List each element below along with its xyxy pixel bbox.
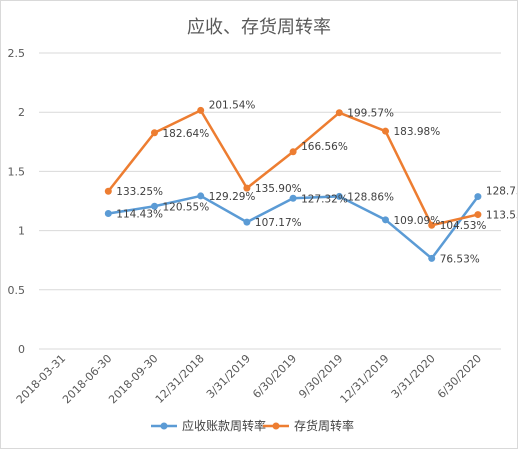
data-label: 114.43% bbox=[116, 209, 163, 221]
data-label: 128.86% bbox=[347, 191, 394, 203]
data-point bbox=[428, 254, 436, 262]
data-point bbox=[474, 193, 482, 201]
y-tick-label: 0.5 bbox=[8, 284, 26, 297]
data-label: 199.57% bbox=[347, 108, 394, 120]
x-tick-label: 6/30/2020 bbox=[435, 352, 484, 401]
gridlines bbox=[39, 52, 501, 350]
data-point bbox=[197, 106, 205, 114]
data-point bbox=[335, 109, 343, 117]
data-label: 107.17% bbox=[255, 217, 302, 229]
data-point bbox=[289, 148, 297, 156]
data-point bbox=[335, 192, 343, 200]
data-label: 183.98% bbox=[394, 126, 441, 138]
x-tick-label: 2018-09-30 bbox=[106, 352, 160, 406]
legend-marker bbox=[272, 422, 280, 430]
data-label: 201.54% bbox=[209, 99, 256, 111]
data-point bbox=[382, 216, 389, 224]
data-point bbox=[243, 184, 251, 192]
x-tick-label: 3/31/2020 bbox=[389, 352, 438, 401]
x-tick-label: 9/30/2019 bbox=[296, 352, 345, 401]
data-label: 127.32% bbox=[301, 193, 348, 205]
data-point bbox=[474, 211, 482, 219]
x-axis-ticks: 2018-03-312018-06-302018-09-3012/31/2018… bbox=[14, 352, 484, 406]
data-point bbox=[197, 192, 205, 200]
data-point bbox=[382, 127, 389, 135]
y-tick-label: 0 bbox=[18, 343, 25, 356]
data-label: 129.29% bbox=[209, 191, 256, 203]
data-label: 128.73% bbox=[486, 186, 517, 198]
data-point bbox=[151, 202, 158, 210]
data-point bbox=[428, 221, 436, 229]
y-axis-ticks: 0 0.5 1 1.5 2 2.5 bbox=[8, 47, 26, 356]
x-tick-label: 3/31/2019 bbox=[204, 352, 253, 401]
x-tick-label: 6/30/2019 bbox=[250, 352, 299, 401]
y-tick-label: 1 bbox=[18, 225, 25, 238]
y-tick-label: 2 bbox=[18, 106, 25, 119]
legend: 应收账款周转率 存货周转率 bbox=[151, 418, 354, 433]
chart-title: 应收、存货周转率 bbox=[187, 17, 331, 38]
legend-marker bbox=[160, 422, 168, 430]
data-label: 182.64% bbox=[163, 128, 210, 140]
data-label: 113.53% bbox=[486, 210, 517, 222]
data-point bbox=[151, 129, 158, 137]
y-tick-label: 2.5 bbox=[8, 47, 26, 60]
data-label: 104.53% bbox=[440, 220, 487, 232]
series-lines bbox=[104, 106, 482, 262]
x-tick-label: 12/31/2019 bbox=[338, 352, 392, 406]
y-tick-label: 1.5 bbox=[8, 165, 26, 178]
data-labels: 114.43%120.55%129.29% 107.17% 127.32% 128.8… bbox=[116, 99, 517, 265]
data-label: 133.25% bbox=[116, 186, 163, 198]
data-point bbox=[104, 210, 112, 218]
data-point bbox=[243, 218, 251, 226]
legend-label: 应收账款周转率 bbox=[182, 418, 266, 433]
data-label: 109.09% bbox=[394, 215, 441, 227]
data-label: 76.53% bbox=[440, 253, 480, 265]
data-label: 166.56% bbox=[301, 141, 348, 153]
data-label: 135.90% bbox=[255, 183, 302, 195]
x-tick-label: 12/31/2018 bbox=[153, 352, 207, 406]
data-label: 120.55% bbox=[163, 201, 210, 213]
legend-label: 存货周转率 bbox=[294, 418, 354, 433]
data-point bbox=[289, 194, 297, 202]
data-point bbox=[104, 187, 112, 195]
